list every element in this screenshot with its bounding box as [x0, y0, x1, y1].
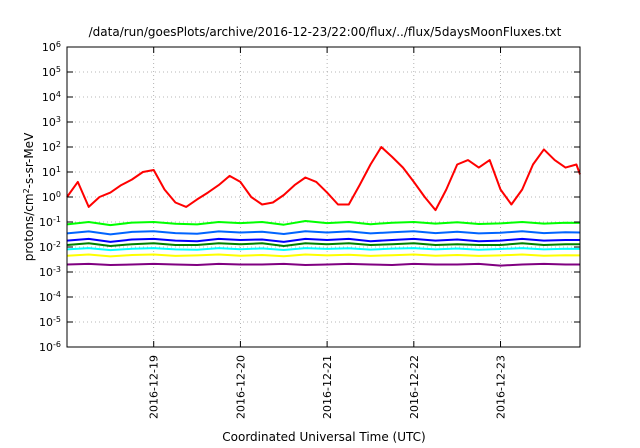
x-axis: 2016-12-19 2016-12-20 2016-12-21 2016-12-22…	[148, 47, 508, 419]
y-tick-label-exponent: 4	[56, 90, 61, 99]
series-line-5	[66, 230, 581, 236]
y-tick-label-exponent: 5	[56, 65, 61, 74]
x-tick-label: 2016-12-19	[148, 355, 161, 419]
y-tick-label: 106	[42, 40, 61, 55]
series-group	[66, 146, 581, 267]
y-tick-label-exponent: -6	[53, 340, 61, 349]
series-line-4	[66, 237, 580, 243]
y-tick-label-exponent: 0	[56, 190, 61, 199]
y-axis-label: protons/cm2-s-sr-MeV	[22, 132, 37, 261]
x-tick-label: 2016-12-21	[321, 355, 334, 419]
series-line-7	[66, 146, 581, 212]
y-axis: 10-610-510-410-310-210-11001011021031041…	[39, 40, 580, 355]
y-tick-label-base: 10	[39, 341, 53, 354]
y-tick-label-base: 10	[42, 66, 56, 79]
y-tick-label-base: 10	[42, 116, 56, 129]
y-tick-label-base: 10	[39, 316, 53, 329]
series-line-2	[66, 247, 581, 252]
series-line-3	[66, 242, 580, 247]
y-tick-label: 10-1	[39, 215, 61, 230]
series-line-0	[66, 262, 580, 267]
y-tick-label-base: 10	[42, 41, 56, 54]
y-tick-label-base: 10	[39, 291, 53, 304]
series-line-6	[66, 220, 581, 227]
y-tick-label-base: 10	[42, 141, 56, 154]
y-tick-label: 10-3	[39, 265, 61, 280]
y-tick-label: 103	[42, 115, 61, 130]
y-tick-label-exponent: -3	[53, 265, 61, 274]
chart-title: /data/run/goesPlots/archive/2016-12-23/2…	[89, 25, 562, 39]
y-tick-label-exponent: 2	[56, 140, 61, 149]
y-tick-label-exponent: 6	[56, 40, 61, 49]
y-tick-label: 10-6	[39, 340, 61, 355]
y-tick-label: 10-4	[39, 290, 61, 305]
x-axis-label: Coordinated Universal Time (UTC)	[222, 430, 425, 444]
x-tick-label: 2016-12-23	[495, 355, 508, 419]
series-line-1	[66, 253, 581, 258]
x-tick-label: 2016-12-22	[408, 355, 421, 419]
y-tick-label-exponent: -2	[53, 240, 61, 249]
y-tick-label: 10-5	[39, 315, 61, 330]
y-tick-label-exponent: 3	[56, 115, 61, 124]
y-tick-label-exponent: 1	[56, 165, 61, 174]
y-tick-label-exponent: -4	[53, 290, 61, 299]
y-axis-label-superscript: 2	[22, 188, 31, 193]
y-tick-label: 105	[42, 65, 61, 80]
y-axis-label-main: protons/cm	[22, 193, 36, 261]
y-tick-label-base: 10	[42, 166, 56, 179]
y-tick-label-base: 10	[42, 191, 56, 204]
y-tick-label-base: 10	[39, 241, 53, 254]
y-tick-label: 102	[42, 140, 61, 155]
y-tick-label: 104	[42, 90, 61, 105]
y-tick-label: 101	[42, 165, 61, 180]
x-tick-label: 2016-12-20	[234, 355, 247, 419]
y-tick-label-exponent: -5	[53, 315, 61, 324]
y-tick-label: 10-2	[39, 240, 61, 255]
y-tick-label: 100	[42, 190, 61, 205]
y-tick-label-exponent: -1	[53, 215, 61, 224]
y-tick-label-base: 10	[42, 91, 56, 104]
y-tick-label-base: 10	[39, 266, 53, 279]
y-axis-label-units: -s-sr-MeV	[22, 132, 36, 188]
y-tick-label-base: 10	[39, 216, 53, 229]
